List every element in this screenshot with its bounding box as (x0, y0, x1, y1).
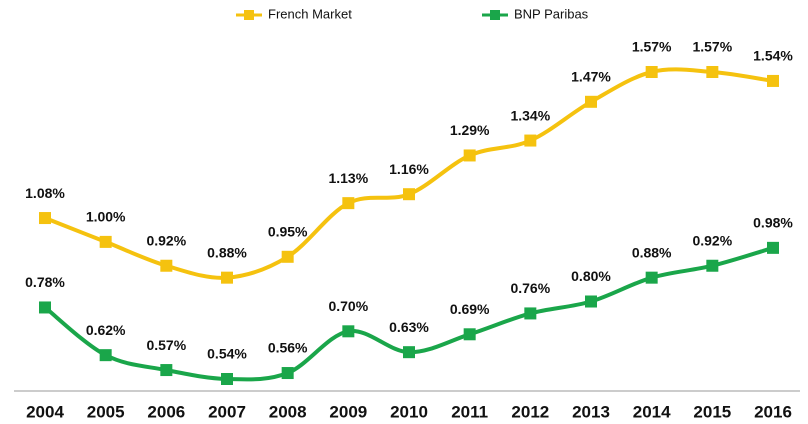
data-label: 0.62% (86, 322, 126, 338)
data-label: 1.00% (86, 209, 126, 225)
data-label: 0.95% (268, 223, 308, 239)
point-marker (403, 346, 415, 359)
point-marker (706, 66, 719, 78)
point-marker (99, 235, 112, 248)
legend-marker (244, 10, 254, 20)
legend-marker (490, 10, 500, 20)
data-label: 0.57% (146, 337, 186, 353)
data-label: 1.13% (328, 170, 368, 186)
data-label: 0.88% (207, 244, 247, 260)
x-tick-label: 2014 (633, 402, 671, 421)
x-tick-label: 2012 (511, 402, 549, 421)
data-label: 0.56% (268, 340, 308, 356)
data-label: 0.92% (146, 232, 186, 248)
point-marker (221, 373, 233, 385)
data-label: 0.69% (450, 301, 490, 317)
point-marker (160, 364, 173, 377)
legend-label: BNP Paribas (514, 6, 589, 21)
data-label: 0.92% (692, 232, 732, 248)
point-marker (524, 307, 537, 320)
data-label: 1.16% (389, 161, 429, 177)
point-marker (645, 66, 658, 78)
point-marker (342, 325, 355, 338)
data-label: 1.54% (753, 48, 793, 64)
point-marker (342, 197, 355, 210)
data-label: 1.29% (450, 122, 490, 138)
data-label: 1.47% (571, 69, 611, 85)
x-tick-label: 2005 (87, 402, 125, 421)
series-line (43, 245, 774, 382)
data-label: 1.57% (692, 39, 732, 55)
data-label: 0.98% (753, 215, 793, 231)
data-label: 0.88% (632, 244, 672, 260)
point-marker (160, 259, 173, 272)
x-tick-label: 2015 (693, 402, 731, 421)
x-tick-label: 2016 (754, 402, 792, 421)
x-tick-label: 2009 (329, 402, 367, 421)
point-marker (767, 241, 779, 254)
x-tick-label: 2007 (208, 402, 246, 421)
data-label: 0.70% (328, 298, 368, 314)
data-label: 1.57% (632, 39, 672, 55)
point-marker (645, 271, 658, 284)
legend-label: French Market (268, 6, 352, 21)
x-tick-label: 2013 (572, 402, 610, 421)
x-tick-label: 2010 (390, 402, 428, 421)
x-tick-label: 2004 (26, 402, 64, 421)
point-marker (463, 328, 476, 341)
x-tick-label: 2008 (269, 402, 307, 421)
data-label: 0.54% (207, 346, 247, 362)
point-marker (706, 259, 719, 272)
point-marker (221, 271, 233, 284)
data-label: 1.08% (25, 185, 65, 201)
point-marker (585, 95, 597, 108)
data-label: 0.80% (571, 268, 611, 284)
data-label: 0.78% (25, 274, 65, 290)
point-marker (39, 212, 51, 225)
point-marker (463, 149, 476, 162)
point-marker (281, 367, 294, 380)
x-tick-label: 2006 (147, 402, 185, 421)
x-tick-label: 2011 (451, 402, 488, 421)
point-marker (281, 250, 294, 263)
point-marker (403, 188, 415, 201)
point-marker (99, 349, 112, 362)
point-marker (39, 301, 51, 314)
point-marker (767, 74, 779, 87)
data-label: 1.34% (510, 107, 550, 123)
point-marker (585, 295, 597, 308)
data-label: 0.76% (510, 280, 550, 296)
data-label: 0.63% (389, 319, 429, 335)
point-marker (524, 134, 537, 147)
